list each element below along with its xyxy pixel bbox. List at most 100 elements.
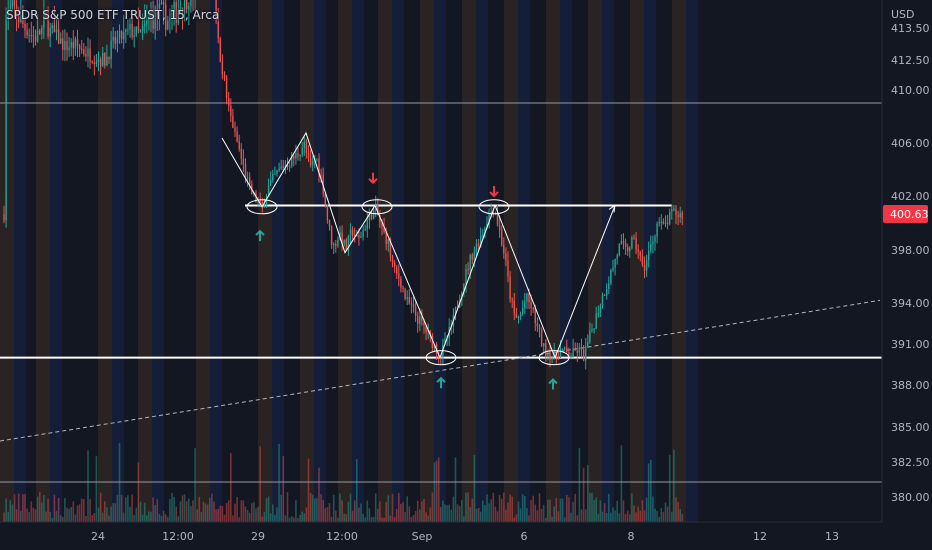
candle-body (480, 235, 482, 247)
candle-body (400, 278, 402, 288)
candle-body (519, 314, 522, 318)
time-tick-label: 6 (521, 530, 528, 543)
candle-body (377, 204, 379, 215)
candle-body (64, 41, 66, 50)
candle-body (186, 0, 188, 10)
volume-bar (150, 511, 152, 522)
volume-bar (97, 507, 100, 522)
candle-body (320, 173, 322, 175)
session-band (338, 0, 352, 522)
up-arrow-head (255, 229, 265, 236)
volume-bar (24, 493, 26, 522)
session-band (314, 0, 326, 522)
candle-body (561, 348, 564, 350)
session-band (98, 0, 112, 522)
volume-bar (326, 507, 329, 522)
path-arrow-head (608, 204, 616, 213)
session-band (210, 0, 222, 522)
session-band (672, 0, 686, 522)
volume-bar (230, 452, 232, 522)
candle-body (335, 243, 337, 247)
volume-bar (400, 503, 402, 522)
volume-bars (3, 443, 684, 522)
candle-body (599, 305, 602, 314)
candle-body (656, 223, 658, 237)
volume-bar (385, 501, 387, 522)
volume-bar (370, 517, 373, 522)
volume-bar (461, 499, 463, 522)
volume-bar (511, 496, 513, 522)
volume-bar (192, 500, 194, 522)
volume-bar (162, 510, 165, 522)
candle-body (429, 330, 431, 336)
volume-bar (568, 497, 570, 522)
candle-body (36, 30, 39, 42)
volume-bar (618, 513, 621, 522)
volume-bar (93, 513, 96, 522)
candle-body (167, 20, 169, 30)
candle-body (141, 26, 144, 32)
candle-body (505, 253, 507, 261)
candle-body (545, 343, 547, 357)
volume-bar (318, 467, 320, 522)
volume-bar (605, 512, 608, 522)
candle-body (232, 115, 234, 128)
session-band (476, 0, 488, 522)
candle-body (469, 255, 471, 270)
candle-body (492, 212, 494, 214)
candle-body (414, 306, 417, 316)
candle-body (190, 0, 192, 7)
volume-bar (557, 511, 560, 522)
candle-body (488, 213, 490, 224)
candle-body (511, 299, 513, 301)
volume-bar (240, 500, 243, 522)
candle-body (396, 267, 398, 274)
time-tick-label: 24 (91, 530, 105, 543)
candle-body (106, 56, 108, 66)
volume-bar (591, 492, 593, 522)
price-tick-label: 410.00 (891, 84, 930, 97)
candle-body (328, 220, 331, 227)
volume-bar (597, 513, 600, 522)
volume-bar (616, 500, 618, 522)
candle-body (102, 53, 104, 66)
candle-body (677, 215, 679, 218)
volume-bar (129, 506, 131, 522)
candle-body (286, 165, 289, 167)
chart-title: SPDR S&P 500 ETF TRUST, 15, Arca (6, 8, 220, 22)
candle-body (15, 5, 18, 17)
volume-bar (450, 509, 453, 522)
candle-body (156, 7, 158, 17)
volume-bar (530, 499, 532, 522)
candle-body (624, 242, 627, 247)
candle-body (679, 212, 681, 218)
volume-bar (219, 505, 222, 522)
candle-body (433, 344, 436, 349)
price-axis[interactable] (882, 0, 932, 522)
volume-bar (261, 516, 264, 522)
time-axis[interactable] (0, 522, 932, 550)
volume-bar (177, 516, 180, 522)
candle-body (154, 7, 156, 29)
volume-bar (137, 462, 140, 522)
volume-bar (112, 503, 114, 522)
volume-bar (433, 462, 436, 522)
volume-bar (236, 496, 238, 522)
volume-bar (587, 464, 589, 522)
candle-body (356, 235, 358, 237)
volume-bar (429, 507, 432, 522)
session-band (630, 0, 644, 522)
volume-bar (677, 502, 679, 522)
volume-bar (169, 499, 171, 522)
volume-bar (265, 498, 268, 522)
volume-bar (62, 517, 64, 522)
candle-body (171, 12, 173, 19)
session-band (0, 0, 14, 522)
candle-body (658, 221, 660, 224)
volume-bar (152, 497, 154, 522)
candle-body (673, 208, 675, 210)
price-tick-label: 380.00 (891, 491, 930, 504)
volume-bar (53, 494, 56, 522)
volume-bar (139, 501, 142, 522)
